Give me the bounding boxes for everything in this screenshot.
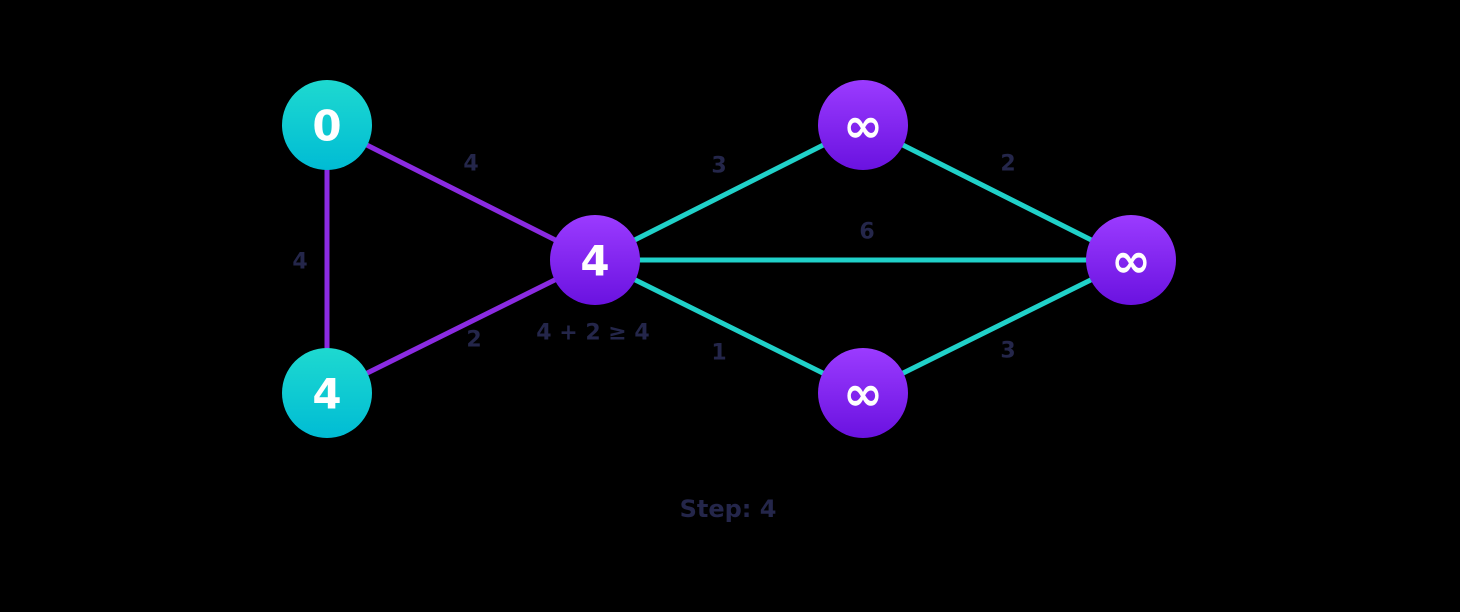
node-circle-d [818, 80, 908, 170]
edge-weight-a-b: 4 [292, 250, 307, 275]
node-value-d: ∞ [843, 98, 883, 154]
edge-weight-c-d: 3 [711, 154, 726, 179]
nodes-layer: 0 4 4 ∞ ∞ ∞ [282, 80, 1176, 438]
node-e: ∞ [818, 348, 908, 438]
edge-weight-b-c: 2 [466, 328, 481, 353]
node-f: ∞ [1086, 215, 1176, 305]
node-value-f: ∞ [1111, 233, 1151, 289]
edge-weight-c-f: 6 [859, 220, 874, 245]
relaxation-annotation: 4 + 2 ≥ 4 [536, 321, 649, 346]
edge-d-f [860, 122, 1134, 263]
edge-b-c [324, 257, 598, 396]
node-b: 4 [282, 348, 372, 438]
edge-weight-e-f: 3 [1000, 339, 1015, 364]
edges-layer [324, 122, 1134, 396]
node-circle-a [282, 80, 372, 170]
edge-e-f [860, 257, 1134, 396]
step-caption: Step: 4 [680, 495, 777, 523]
node-d: ∞ [818, 80, 908, 170]
node-a: 0 [282, 80, 372, 170]
node-value-e: ∞ [843, 366, 883, 422]
node-circle-b [282, 348, 372, 438]
node-value-c: 4 [580, 237, 609, 286]
node-c: 4 [550, 215, 640, 305]
node-circle-e [818, 348, 908, 438]
node-circle-f [1086, 215, 1176, 305]
node-circle-c [550, 215, 640, 305]
edge-c-d [592, 122, 866, 263]
node-value-a: 0 [312, 102, 341, 151]
edge-weight-d-f: 2 [1000, 152, 1015, 177]
edge-weights-layer: 4 4 2 3 6 1 2 3 [292, 152, 1015, 366]
edge-weight-c-e: 1 [711, 341, 726, 366]
node-value-b: 4 [312, 370, 341, 419]
edge-c-e [592, 257, 866, 396]
edge-a-c [324, 122, 598, 263]
edge-weight-a-c: 4 [463, 152, 478, 177]
